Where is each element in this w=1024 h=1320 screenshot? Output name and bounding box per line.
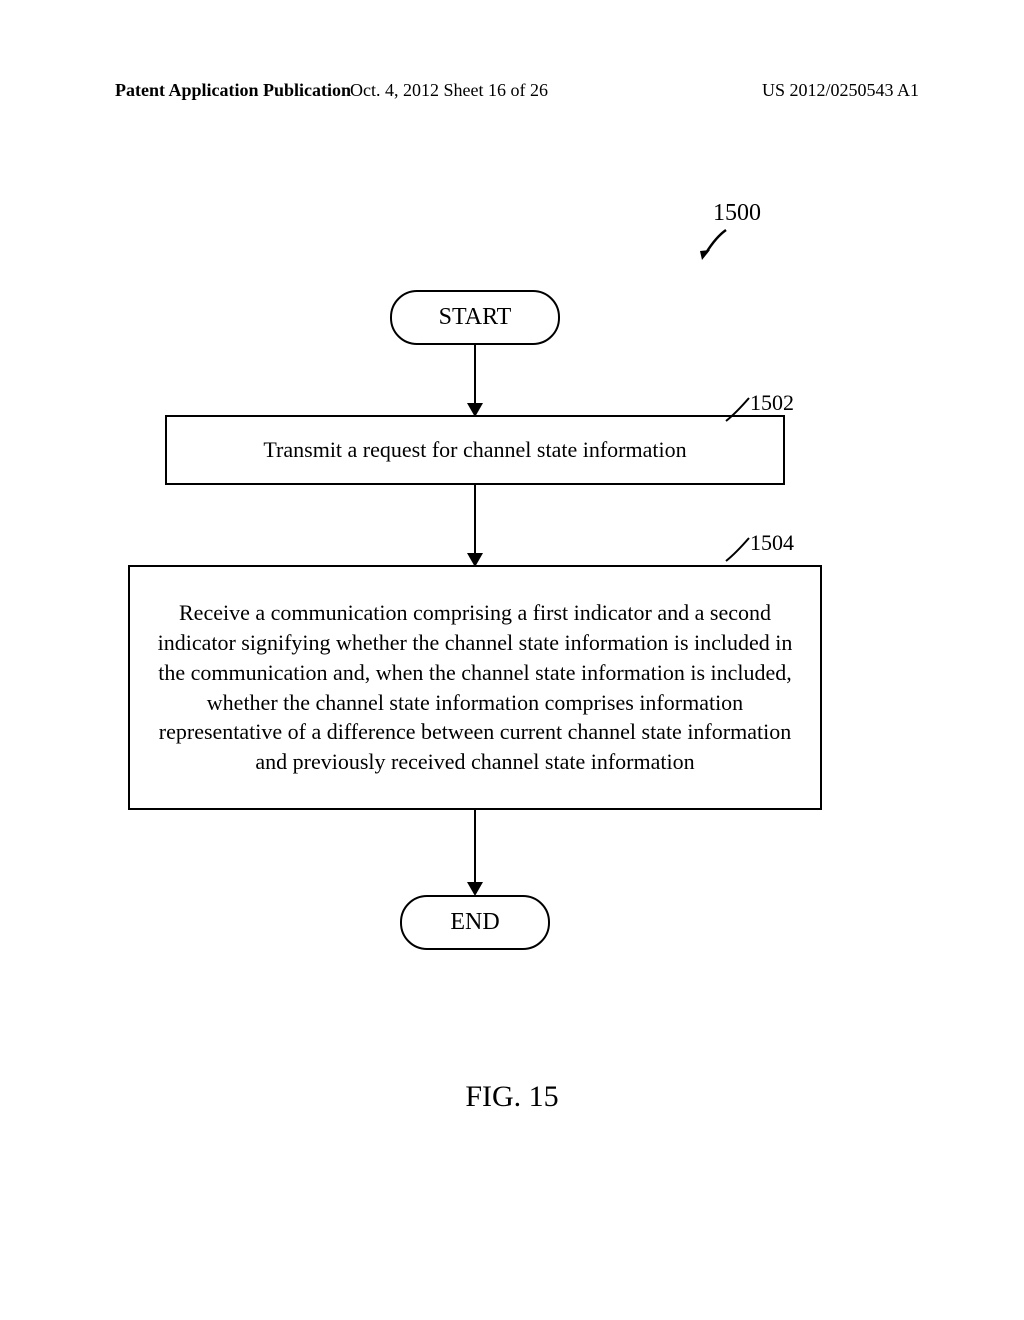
end-label: END (450, 909, 499, 936)
flow-arrow-line (474, 345, 476, 403)
process-text: Transmit a request for channel state inf… (263, 435, 686, 465)
flow-arrow-line (474, 810, 476, 882)
reference-arrow-icon (696, 225, 736, 265)
process-text: Receive a communication comprising a fir… (150, 598, 800, 776)
header-publication-number: US 2012/0250543 A1 (762, 80, 919, 101)
flowchart-reference-number: 1500 (713, 200, 761, 227)
start-label: START (439, 304, 512, 331)
box-reference-1502: 1502 (750, 390, 794, 416)
flow-arrow-line (474, 485, 476, 553)
header-publication-type: Patent Application Publication (115, 80, 351, 101)
flow-arrow-head-icon (467, 882, 483, 896)
header-date-sheet: Oct. 4, 2012 Sheet 16 of 26 (350, 80, 548, 101)
figure-caption: FIG. 15 (0, 1080, 1024, 1114)
box-reference-1504: 1504 (750, 530, 794, 556)
flowchart-start-terminal: START (390, 290, 560, 345)
flowchart-process-box-1502: Transmit a request for channel state inf… (165, 415, 785, 485)
flowchart-process-box-1504: Receive a communication comprising a fir… (128, 565, 822, 810)
flowchart-end-terminal: END (400, 895, 550, 950)
